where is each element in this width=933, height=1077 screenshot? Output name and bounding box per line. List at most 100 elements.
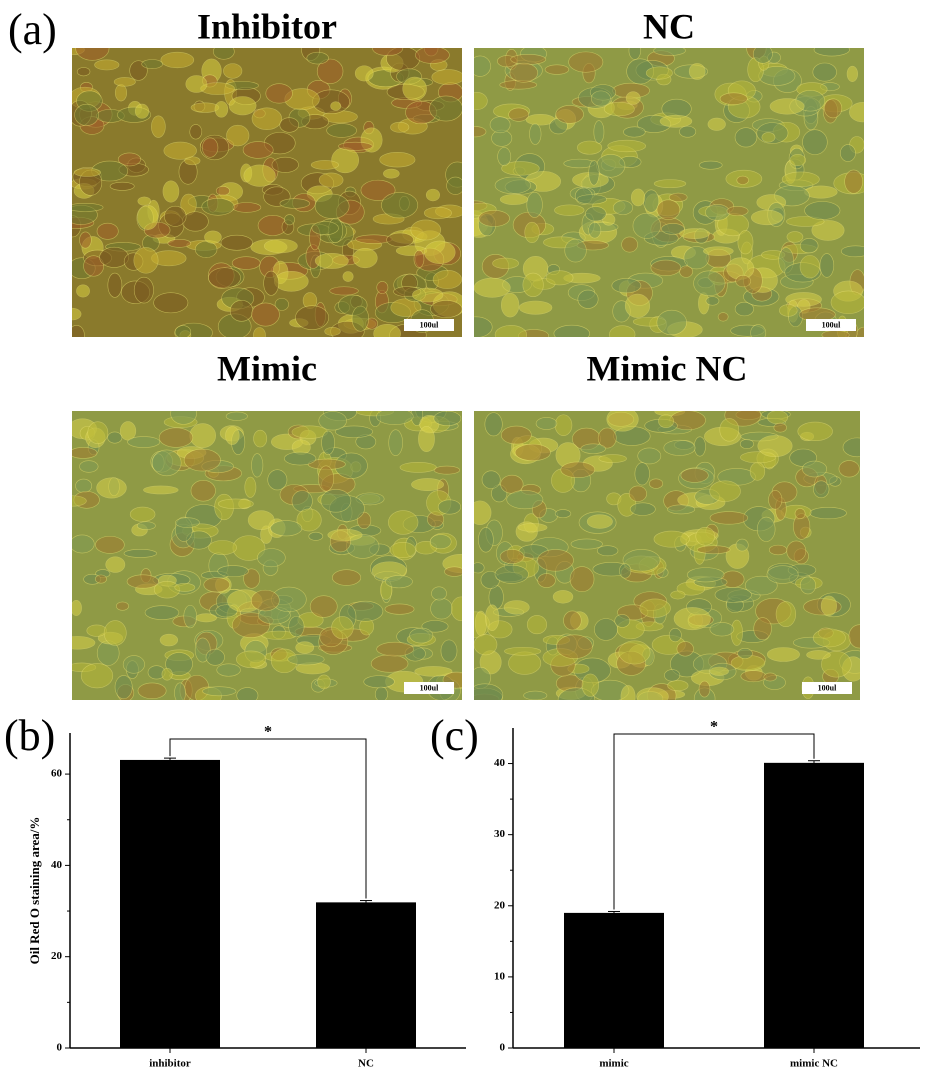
cell [580, 443, 606, 454]
cell [653, 48, 686, 56]
cell [103, 620, 127, 646]
x-tick-label: mimic NC [790, 1058, 838, 1070]
cell [430, 597, 453, 620]
cell [446, 176, 462, 195]
cell [94, 59, 120, 71]
cell [189, 423, 216, 448]
cell [820, 595, 837, 617]
cell [726, 206, 749, 217]
cell [429, 534, 452, 550]
cell [474, 316, 493, 337]
cell [253, 327, 266, 337]
cell [231, 256, 261, 270]
cell [766, 411, 789, 425]
cell [597, 427, 617, 449]
cell [374, 686, 388, 700]
cell [636, 687, 669, 700]
cell [107, 431, 123, 444]
cell [72, 534, 95, 554]
cell [750, 209, 783, 226]
cell [749, 462, 766, 481]
panel-label: (b) [4, 711, 55, 760]
cell [202, 686, 237, 697]
cell [643, 189, 660, 213]
cell [474, 683, 504, 700]
cell [556, 634, 593, 659]
cell [151, 115, 166, 138]
cell [709, 666, 729, 676]
cell [622, 549, 661, 572]
y-tick-label: 10 [494, 970, 506, 982]
cell [217, 565, 249, 578]
cell [794, 508, 806, 520]
cell [811, 220, 845, 241]
x-tick-label: NC [358, 1058, 374, 1070]
cell [509, 62, 539, 83]
cell [175, 517, 200, 528]
cell [740, 670, 767, 683]
cell [229, 300, 254, 322]
cell [714, 586, 752, 603]
cell [309, 595, 338, 618]
cell [432, 270, 462, 289]
cell [821, 330, 850, 337]
cell [376, 281, 389, 294]
cell [668, 192, 688, 203]
cell [590, 90, 611, 107]
cell [668, 628, 682, 643]
cell [499, 194, 529, 205]
cell [87, 421, 109, 444]
cell [618, 640, 651, 665]
cell [189, 124, 203, 140]
cell [484, 412, 503, 437]
cell [588, 160, 600, 186]
cell [287, 653, 325, 666]
cell [253, 429, 268, 448]
cell [756, 516, 776, 542]
cell [273, 270, 309, 292]
x-tick-label: inhibitor [149, 1058, 191, 1070]
cell [499, 549, 525, 565]
cell [474, 277, 511, 298]
cell [164, 205, 187, 227]
bar [764, 762, 864, 1048]
cell [474, 92, 488, 110]
cell [174, 583, 196, 592]
cell [183, 604, 197, 629]
cell [518, 300, 553, 315]
cell [123, 549, 158, 558]
cell [114, 675, 133, 700]
cell [74, 103, 99, 126]
cell [523, 690, 548, 700]
cell [79, 231, 92, 249]
cell [308, 531, 324, 541]
cell [251, 107, 283, 130]
cell [215, 185, 230, 196]
cell [555, 105, 584, 124]
cell [552, 590, 574, 604]
cell [537, 549, 574, 572]
cell [373, 323, 401, 337]
cell [474, 500, 492, 525]
cell [412, 287, 444, 303]
cell [205, 648, 225, 666]
cell [739, 438, 754, 450]
cell [730, 619, 743, 646]
cell [624, 293, 651, 318]
cell [208, 267, 241, 289]
cell [856, 326, 864, 337]
cell [244, 476, 257, 498]
cell [429, 95, 462, 122]
cell [735, 538, 749, 552]
cell [144, 605, 180, 620]
cell [529, 123, 542, 145]
cell [744, 575, 778, 596]
cell [753, 617, 772, 641]
cell [497, 147, 512, 167]
cell [386, 232, 414, 248]
cell [195, 613, 217, 623]
cell [773, 422, 787, 433]
cell [265, 83, 293, 104]
cell [806, 650, 831, 660]
